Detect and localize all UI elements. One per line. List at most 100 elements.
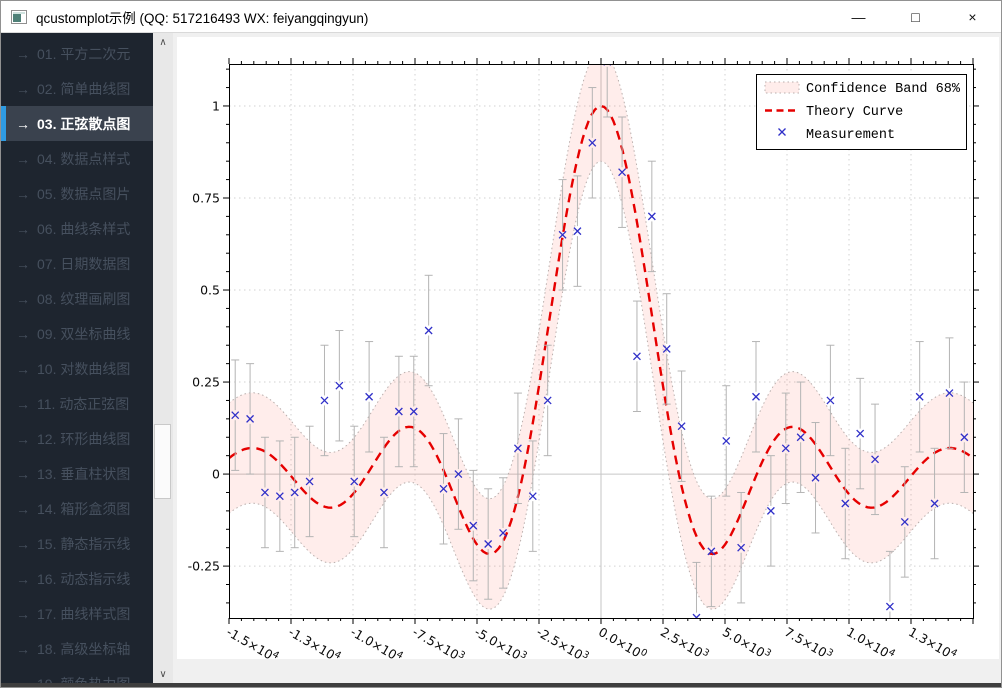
measurement-marker [454, 470, 463, 479]
measurement-marker [677, 422, 686, 431]
arrow-icon: → [16, 290, 30, 307]
legend: Confidence Band 68% Theory Curve Measure… [756, 74, 967, 150]
plot-canvas[interactable]: -0.25 0 0.25 0.5 0.75 1 -1.5×104 -1.3×104 -1.0×1… [177, 37, 999, 663]
arrow-icon: → [16, 605, 30, 622]
measurement-marker [960, 433, 969, 442]
measurement-marker [811, 473, 820, 482]
sidebar-item-label: 03. 正弦散点图 [37, 115, 131, 132]
measurement-marker [647, 212, 656, 221]
sidebar-item-03[interactable]: → 03. 正弦散点图 [1, 106, 153, 141]
background-window-edge [1, 683, 1001, 687]
arrow-icon: → [16, 220, 30, 237]
confidence-band-lower-edge [229, 160, 973, 610]
window-title: qcustomplot示例 (QQ: 517216493 WX: feiyang… [36, 10, 369, 26]
sidebar-item-10[interactable]: → 10. 对数曲线图 [1, 351, 153, 386]
arrow-icon: → [16, 45, 30, 62]
sidebar-item-13[interactable]: → 13. 垂直柱状图 [1, 456, 153, 491]
measurement-marker [261, 488, 269, 497]
titlebar: qcustomplot示例 (QQ: 517216493 WX: feiyang… [1, 1, 1001, 33]
error-bars [231, 66, 969, 618]
axes [223, 58, 979, 624]
measurement-marker [722, 436, 731, 445]
legend-label-confidence-band: Confidence Band 68% [806, 82, 961, 97]
y-tick-label: 0.75 [192, 190, 220, 205]
confidence-band [229, 64, 973, 610]
scroll-down-icon[interactable]: ∨ [159, 668, 167, 680]
measurement-marker [543, 396, 552, 405]
measurement-marker [439, 484, 448, 493]
arrow-icon: → [16, 640, 30, 657]
measurement-marker [409, 407, 418, 416]
sidebar-item-label: 10. 对数曲线图 [37, 360, 131, 377]
sidebar-item-15[interactable]: → 15. 静态指示线 [1, 526, 153, 561]
app-icon-detail [13, 13, 21, 22]
measurement-marker [915, 392, 924, 401]
arrow-icon: → [16, 395, 30, 412]
measurement-marker [885, 602, 894, 611]
measurement-marker [558, 230, 567, 239]
sidebar-item-11[interactable]: → 11. 动态正弦图 [1, 386, 153, 421]
measurement-marker [945, 389, 954, 398]
scrollbar-handle[interactable] [154, 424, 171, 499]
measurement-marker [796, 433, 805, 442]
plot-widget[interactable]: -0.25 0 0.25 0.5 0.75 1 -1.5×104 -1.3×104 -1.0×1… [177, 37, 999, 663]
scroll-up-icon[interactable]: ∧ [159, 36, 167, 48]
measurement-marker [695, 613, 701, 618]
sidebar-item-05[interactable]: → 05. 数据点图片 [1, 176, 153, 211]
arrow-icon: → [16, 465, 30, 482]
measurement-marker [275, 492, 284, 501]
x-tick-label: -1.5×104 [224, 624, 281, 666]
y-tick-label: 1 [212, 98, 220, 113]
sidebar-item-label: 09. 双坐标曲线 [37, 325, 131, 342]
legend-band-swatch [764, 81, 800, 94]
sidebar-item-label: 13. 垂直柱状图 [37, 465, 131, 482]
sidebar-item-17[interactable]: → 17. 曲线样式图 [1, 596, 153, 631]
sidebar-item-label: 04. 数据点样式 [37, 150, 131, 167]
measurement-marker [662, 344, 671, 353]
measurement-marker [841, 499, 850, 508]
content-area: -0.25 0 0.25 0.5 0.75 1 -1.5×104 -1.3×104 -1.0×1… [173, 33, 1001, 683]
arrow-icon: → [16, 115, 30, 132]
sidebar-item-12[interactable]: → 12. 环形曲线图 [1, 421, 153, 456]
measurement-marker [528, 492, 537, 501]
close-button[interactable]: × [968, 9, 977, 25]
arrow-icon: → [16, 255, 30, 272]
main-area: → 01. 平方二次元 → 02. 简单曲线图 → 03. 正弦散点图 → 04. 数据点样式… [1, 33, 1001, 683]
sidebar-item-label: 06. 曲线条样式 [37, 220, 131, 237]
measurement-marker [513, 444, 522, 453]
x-tick-label: -5.0×103 [472, 624, 529, 666]
x-tick-label: -1.3×104 [286, 624, 343, 666]
maximize-button[interactable]: □ [911, 9, 920, 25]
measurement-marker [781, 444, 790, 453]
legend-label-theory-curve: Theory Curve [806, 105, 903, 120]
sidebar-item-02[interactable]: → 02. 简单曲线图 [1, 71, 153, 106]
sidebar-item-18[interactable]: → 18. 高级坐标轴 [1, 631, 153, 666]
sidebar-item-07[interactable]: → 07. 日期数据图 [1, 246, 153, 281]
arrow-icon: → [16, 676, 30, 684]
sidebar-item-label: 17. 曲线样式图 [37, 605, 131, 622]
plot-series [229, 64, 973, 618]
sidebar-item-08[interactable]: → 08. 纹理画刷图 [1, 281, 153, 316]
sidebar-item-04[interactable]: → 04. 数据点样式 [1, 141, 153, 176]
measurement-marker [900, 517, 909, 526]
arrow-icon: → [16, 570, 30, 587]
sidebar-item-16[interactable]: → 16. 动态指示线 [1, 561, 153, 596]
measurement-marker [484, 540, 493, 548]
sidebar-item-label: 16. 动态指示线 [37, 570, 131, 587]
measurement-marker [618, 168, 627, 177]
measurement-marker [246, 414, 255, 423]
sidebar-scrollbar[interactable]: ∧ ∨ [153, 33, 173, 683]
sidebar-item-14[interactable]: → 14. 箱形盒须图 [1, 491, 153, 526]
sidebar-item-01[interactable]: → 01. 平方二次元 [1, 36, 153, 71]
measurement-marker [335, 381, 344, 390]
sidebar-item-09[interactable]: → 09. 双坐标曲线 [1, 316, 153, 351]
measurement-marker [424, 326, 433, 335]
arrow-icon: → [16, 360, 30, 377]
sidebar-item-19[interactable]: → 19. 颜色热力图 [1, 666, 153, 684]
measurement-marker [826, 396, 835, 405]
measurement-marker [469, 521, 478, 530]
sidebar-item-06[interactable]: → 06. 曲线条样式 [1, 211, 153, 246]
minimize-button[interactable]: — [851, 9, 866, 25]
arrow-icon: → [16, 185, 30, 202]
legend-box [756, 74, 967, 150]
